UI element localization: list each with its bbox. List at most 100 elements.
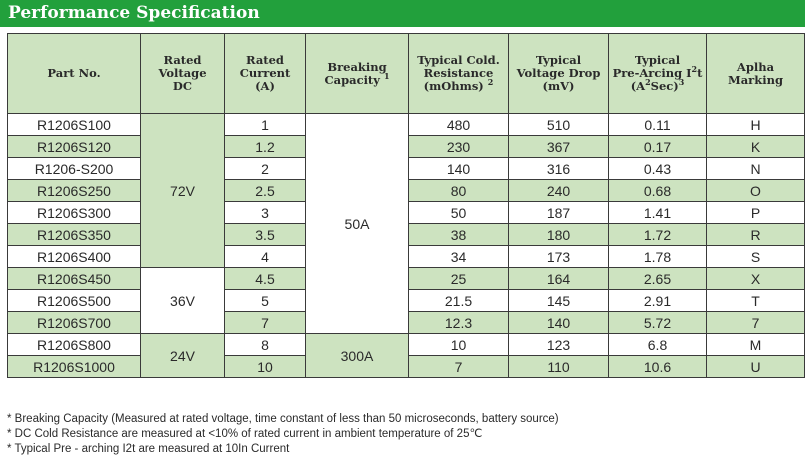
cell-current: 8	[224, 333, 306, 356]
cell-voltage-drop: 510	[508, 113, 609, 136]
cell-voltage-group: 24V	[140, 333, 225, 378]
cell-resistance: 10	[408, 333, 509, 356]
table-row: R1206S500 5 21.5 145 2.91 T	[7, 289, 805, 312]
cell-current: 1.2	[224, 135, 306, 158]
cell-voltage-group: 72V	[140, 113, 225, 268]
cell-i2t: 1.78	[608, 245, 707, 268]
cell-current: 1	[224, 113, 306, 136]
footnote-pre-arcing: * Typical Pre - arching I2t are measured…	[7, 443, 290, 455]
header-pre-arcing-i2t: Typical Pre-Arcing I2t (A2Sec)3	[608, 33, 707, 114]
table-row: R1206S300 3 50 187 1.41 P	[7, 201, 805, 224]
cell-part-no: R1206S450	[7, 267, 141, 290]
cell-marking: U	[706, 355, 805, 378]
cell-marking: 7	[706, 311, 805, 334]
cell-marking: K	[706, 135, 805, 158]
cell-current: 10	[224, 355, 306, 378]
cell-marking: H	[706, 113, 805, 136]
cell-resistance: 21.5	[408, 289, 509, 312]
table-row: R1206S450 36V 4.5 25 164 2.65 X	[7, 267, 805, 334]
cell-marking: N	[706, 157, 805, 180]
cell-i2t: 0.11	[608, 113, 707, 136]
cell-current: 3.5	[224, 223, 306, 246]
table-row: R1206-S200 2 140 316 0.43 N	[7, 157, 805, 180]
cell-voltage-drop: 367	[508, 135, 609, 158]
cell-i2t: 1.41	[608, 201, 707, 224]
cell-marking: R	[706, 223, 805, 246]
cell-part-no: R1206S700	[7, 311, 141, 334]
cell-part-no: R1206S300	[7, 201, 141, 224]
cell-resistance: 38	[408, 223, 509, 246]
header-part-no: Part No.	[7, 33, 141, 114]
cell-i2t: 2.91	[608, 289, 707, 312]
performance-table: Part No. Rated Voltage DC Rated Current (A) …	[7, 33, 805, 378]
table-row: R1206S350 3.5 38 180 1.72 R	[7, 223, 805, 246]
table-row: R1206S100 72V 1 50A 480 510 0.11 H	[7, 113, 805, 334]
cell-voltage-drop: 164	[508, 267, 609, 290]
cell-voltage-drop: 187	[508, 201, 609, 224]
table-row: R1206S120 1.2 230 367 0.17 K	[7, 135, 805, 158]
cell-current: 2.5	[224, 179, 306, 202]
cell-current: 2	[224, 157, 306, 180]
cell-i2t: 0.68	[608, 179, 707, 202]
section-title: Performance Specification	[0, 0, 805, 27]
table-row: R1206S1000 10 7 110 10.6 U	[7, 355, 805, 378]
footnotes: * Breaking Capacity (Measured at rated v…	[7, 412, 804, 457]
cell-i2t: 2.65	[608, 267, 707, 290]
cell-marking: T	[706, 289, 805, 312]
cell-marking: O	[706, 179, 805, 202]
footnote-cold-resistance: * DC Cold Resistance are measured at <10…	[7, 428, 483, 440]
header-voltage-drop: Typical Voltage Drop (mV)	[508, 33, 609, 114]
cell-voltage-drop: 316	[508, 157, 609, 180]
cell-resistance: 25	[408, 267, 509, 290]
cell-part-no: R1206S500	[7, 289, 141, 312]
footnote-breaking-capacity: * Breaking Capacity (Measured at rated v…	[7, 413, 559, 425]
cell-resistance: 230	[408, 135, 509, 158]
cell-i2t: 5.72	[608, 311, 707, 334]
header-cold-resistance: Typical Cold. Resistance (mOhms) 2	[408, 33, 509, 114]
cell-resistance: 50	[408, 201, 509, 224]
cell-i2t: 6.8	[608, 333, 707, 356]
cell-breaking-group: 50A	[305, 113, 409, 334]
cell-voltage-drop: 140	[508, 311, 609, 334]
cell-voltage-drop: 123	[508, 333, 609, 356]
table-row: R1206S700 7 12.3 140 5.72 7	[7, 311, 805, 334]
cell-part-no: R1206S250	[7, 179, 141, 202]
cell-resistance: 80	[408, 179, 509, 202]
header-rated-voltage: Rated Voltage DC	[140, 33, 225, 114]
cell-voltage-drop: 173	[508, 245, 609, 268]
cell-marking: M	[706, 333, 805, 356]
cell-marking: P	[706, 201, 805, 224]
cell-part-no: R1206S350	[7, 223, 141, 246]
cell-marking: S	[706, 245, 805, 268]
cell-current: 7	[224, 311, 306, 334]
cell-resistance: 34	[408, 245, 509, 268]
cell-current: 5	[224, 289, 306, 312]
cell-voltage-drop: 240	[508, 179, 609, 202]
cell-resistance: 480	[408, 113, 509, 136]
cell-part-no: R1206S800	[7, 333, 141, 356]
cell-part-no: R1206S1000	[7, 355, 141, 378]
cell-voltage-drop: 180	[508, 223, 609, 246]
cell-resistance: 140	[408, 157, 509, 180]
header-alpha-marking: Aplha Marking	[706, 33, 805, 114]
cell-i2t: 0.17	[608, 135, 707, 158]
cell-current: 4.5	[224, 267, 306, 290]
cell-part-no: R1206S100	[7, 113, 141, 136]
cell-marking: X	[706, 267, 805, 290]
table-row: R1206S800 24V 8 300A 10 123 6.8 M	[7, 333, 805, 378]
cell-resistance: 7	[408, 355, 509, 378]
cell-part-no: R1206-S200	[7, 157, 141, 180]
cell-resistance: 12.3	[408, 311, 509, 334]
header-row: Part No. Rated Voltage DC Rated Current (A) …	[7, 33, 805, 114]
cell-current: 4	[224, 245, 306, 268]
cell-i2t: 1.72	[608, 223, 707, 246]
cell-voltage-group: 36V	[140, 267, 225, 334]
cell-breaking-group: 300A	[305, 333, 409, 378]
cell-part-no: R1206S400	[7, 245, 141, 268]
cell-voltage-drop: 110	[508, 355, 609, 378]
cell-i2t: 0.43	[608, 157, 707, 180]
header-rated-current: Rated Current (A)	[224, 33, 306, 114]
cell-part-no: R1206S120	[7, 135, 141, 158]
cell-current: 3	[224, 201, 306, 224]
header-breaking-capacity: Breaking Capacity 1	[305, 33, 409, 114]
